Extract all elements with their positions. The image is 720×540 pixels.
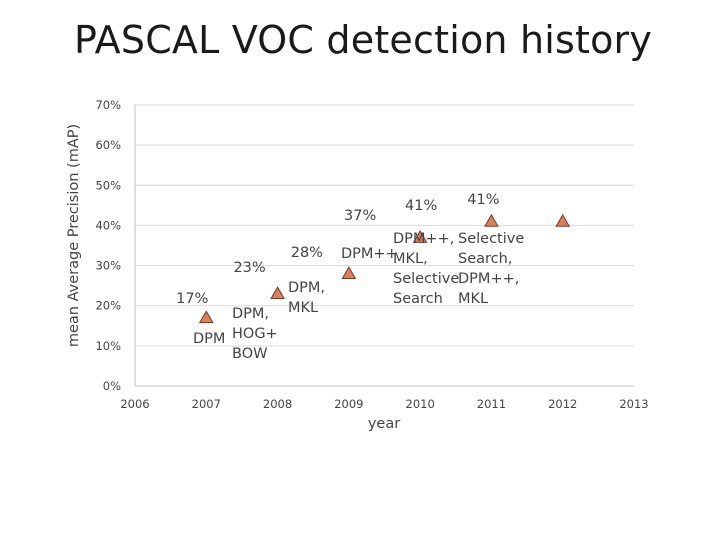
method-label-line: Search, [458, 251, 512, 267]
x-tick-label: 2006 [120, 397, 149, 411]
y-tick-label: 50% [95, 178, 121, 192]
method-label-line: Selective [458, 231, 524, 247]
data-value-label: 41% [467, 192, 499, 208]
extra-annotation: DPM++ [341, 246, 398, 262]
method-label-line: DPM++, [393, 231, 454, 247]
x-tick-label: 2009 [334, 397, 363, 411]
method-label-line: DPM++, [458, 271, 519, 287]
axis-titles: year mean Average Precision (mAP) [66, 124, 400, 432]
data-markers [198, 213, 571, 324]
data-value-label: 23% [233, 260, 265, 276]
data-point-marker [412, 229, 428, 243]
data-value-label: 17% [176, 291, 208, 307]
y-tick-label: 0% [103, 379, 121, 393]
x-tick-label: 2011 [477, 397, 506, 411]
extra-annotation: 41% [405, 198, 437, 214]
method-label-line: DPM, [232, 306, 269, 322]
y-tick-label: 70% [95, 98, 121, 112]
x-tick-label: 2013 [619, 397, 648, 411]
tick-labels: 0% 10% 20% 30% 40% 50% 60% 70% 2006 2007 2008 2009 2… [95, 98, 648, 411]
data-value-label: 28% [291, 245, 323, 261]
data-point-marker [555, 213, 571, 227]
x-tick-label: 2007 [192, 397, 221, 411]
method-label-line: MKL [458, 291, 488, 307]
data-point-marker [198, 310, 214, 324]
y-axis-title: mean Average Precision (mAP) [66, 124, 82, 347]
data-point-marker [341, 266, 357, 279]
method-label-line: Selective [393, 271, 459, 287]
y-tick-label: 10% [95, 339, 121, 353]
method-label-line: DPM [193, 331, 225, 347]
y-tick-label: 40% [95, 218, 121, 232]
x-tick-label: 2012 [548, 397, 577, 411]
method-label-line: DPM, [288, 280, 325, 296]
x-tick-label: 2010 [406, 397, 435, 411]
axes [134, 105, 634, 387]
slide-title: PASCAL VOC detection history [74, 18, 653, 62]
method-label-line: BOW [232, 346, 267, 362]
data-value-label: 37% [344, 208, 376, 224]
y-tick-label: 20% [95, 299, 121, 313]
data-labels: 17% DPM 23% DPM, HOG+ BOW 28% DPM, MKL 37% DPM++, M… [176, 192, 524, 362]
y-tick-label: 60% [95, 138, 121, 152]
method-label-line: MKL [288, 300, 318, 316]
method-label-line: MKL, [393, 251, 428, 267]
data-point-marker [270, 286, 285, 300]
y-tick-label: 30% [95, 259, 121, 273]
gridlines [135, 104, 634, 347]
data-point-marker [484, 213, 499, 227]
x-tick-label: 2008 [263, 397, 292, 411]
x-axis-title: year [368, 416, 400, 432]
method-label-line: HOG+ [232, 326, 278, 342]
method-label-line: Search [393, 291, 443, 307]
